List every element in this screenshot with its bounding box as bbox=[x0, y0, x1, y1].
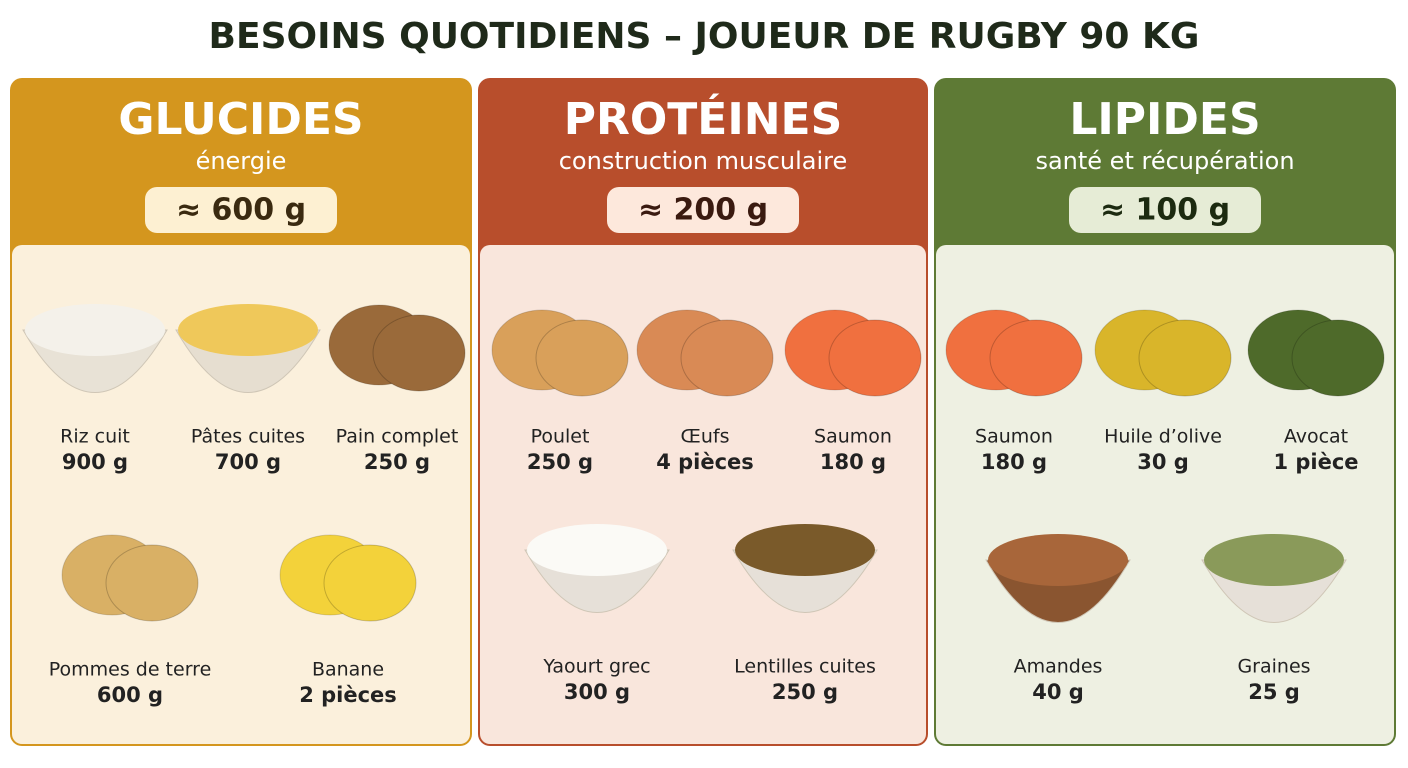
item-name: Poulet bbox=[531, 426, 590, 448]
item-quantity: 1 pièce bbox=[1273, 450, 1358, 474]
item-quantity: 40 g bbox=[1032, 680, 1084, 704]
food bbox=[988, 534, 1128, 586]
item-quantity: 250 g bbox=[772, 680, 838, 704]
item-name: Œufs bbox=[681, 426, 730, 448]
item-quantity: 180 g bbox=[820, 450, 886, 474]
item-name: Lentilles cuites bbox=[734, 656, 876, 678]
food bbox=[527, 524, 667, 576]
food bbox=[323, 544, 417, 622]
item-name: Saumon bbox=[814, 426, 892, 448]
amount-pill bbox=[607, 187, 799, 233]
item-name: Yaourt grec bbox=[542, 656, 650, 678]
item-name: Huile d’olive bbox=[1104, 426, 1222, 448]
food-illustration bbox=[491, 309, 629, 397]
food bbox=[828, 319, 922, 397]
item-name: Pâtes cuites bbox=[191, 426, 305, 448]
food-illustration bbox=[22, 304, 168, 393]
item-quantity: 300 g bbox=[564, 680, 630, 704]
amount-pill bbox=[145, 187, 337, 233]
item-quantity: 700 g bbox=[215, 450, 281, 474]
item-name: Banane bbox=[312, 659, 384, 681]
item-name: Riz cuit bbox=[60, 426, 130, 448]
item-name: Pain complet bbox=[336, 426, 459, 448]
food-illustration bbox=[945, 309, 1083, 397]
food bbox=[989, 319, 1083, 397]
food bbox=[1204, 534, 1344, 586]
food-illustration bbox=[1247, 309, 1385, 397]
food bbox=[1291, 319, 1385, 397]
item-name: Pommes de terre bbox=[49, 659, 212, 681]
food-illustration bbox=[1201, 534, 1347, 623]
item-quantity: 600 g bbox=[97, 683, 163, 707]
food bbox=[25, 304, 165, 356]
item-quantity: 25 g bbox=[1248, 680, 1300, 704]
food bbox=[178, 304, 318, 356]
panel-title: LIPIDES bbox=[1069, 94, 1260, 145]
food bbox=[735, 524, 875, 576]
item-name: Avocat bbox=[1284, 426, 1348, 448]
panel-title: GLUCIDES bbox=[118, 94, 363, 145]
food-illustration bbox=[279, 534, 417, 622]
food-illustration bbox=[524, 524, 670, 613]
item-name: Saumon bbox=[975, 426, 1053, 448]
food bbox=[680, 319, 774, 397]
food bbox=[105, 544, 199, 622]
item-quantity: 30 g bbox=[1137, 450, 1189, 474]
food-illustration bbox=[328, 304, 466, 392]
food-illustration bbox=[985, 534, 1131, 623]
page-title: BESOINS QUOTIDIENS – JOUEUR DE RUGBY 90 … bbox=[209, 16, 1200, 57]
item-quantity: 180 g bbox=[981, 450, 1047, 474]
panel-subtitle: énergie bbox=[196, 147, 287, 175]
food-illustration bbox=[784, 309, 922, 397]
food bbox=[372, 314, 466, 392]
item-quantity: 2 pièces bbox=[299, 683, 397, 707]
amount: ≈ 600 g bbox=[176, 193, 306, 228]
item-quantity: 250 g bbox=[364, 450, 430, 474]
panel-subtitle: construction musculaire bbox=[559, 147, 848, 175]
panel-title: PROTÉINES bbox=[564, 92, 843, 145]
item-quantity: 900 g bbox=[62, 450, 128, 474]
item-quantity: 4 pièces bbox=[656, 450, 754, 474]
amount-pill bbox=[1069, 187, 1261, 233]
food-illustration bbox=[61, 534, 199, 622]
food-illustration bbox=[732, 524, 878, 613]
amount: ≈ 100 g bbox=[1100, 193, 1230, 228]
item-name: Amandes bbox=[1014, 656, 1103, 678]
food bbox=[535, 319, 629, 397]
amount: ≈ 200 g bbox=[638, 193, 768, 228]
food-illustration bbox=[175, 304, 321, 393]
panel-subtitle: santé et récupération bbox=[1035, 147, 1294, 175]
food-illustration bbox=[1094, 309, 1232, 397]
item-quantity: 250 g bbox=[527, 450, 593, 474]
item-name: Graines bbox=[1237, 656, 1310, 678]
food-illustration bbox=[636, 309, 774, 397]
food bbox=[1138, 319, 1232, 397]
